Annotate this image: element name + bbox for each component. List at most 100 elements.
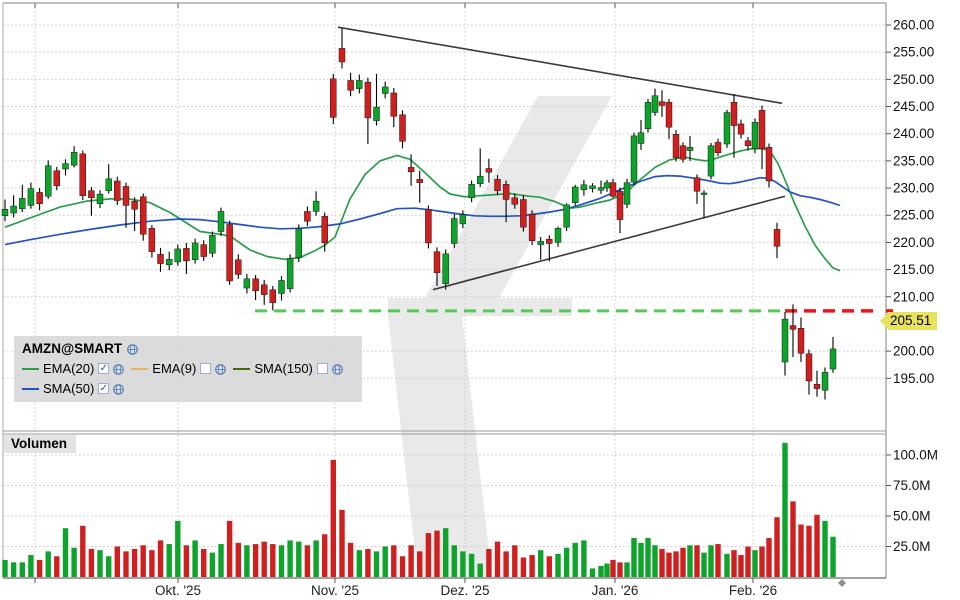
candle [425,209,432,244]
candle [758,110,766,150]
volume-bar [399,556,406,577]
volume-bar [54,556,60,577]
candle [468,184,475,199]
candle [580,184,588,190]
month-label: Nov. '25 [310,583,360,598]
volume-bar [598,566,604,577]
volume-bar [766,537,772,577]
candle [269,289,276,303]
candle [781,318,789,363]
ema20-line-swatch [22,367,39,370]
candle [286,258,294,289]
candle [304,211,311,222]
candle [433,251,441,274]
candle [714,142,722,153]
candle [105,178,112,191]
candle [10,205,17,214]
legend-item-sma150: SMA(150) [233,361,343,376]
candle [79,153,87,196]
candle [829,348,837,370]
volume-bar [443,528,449,577]
sma50-checkbox[interactable]: ✓ [98,382,110,394]
last-price-tag-arrow [880,313,888,330]
price-tick-label: 200.00 [893,344,934,359]
volume-bar [261,541,267,577]
watermark-logo [388,298,572,316]
volume-bar [270,544,276,577]
volume-bar [731,550,737,577]
globe-icon[interactable] [127,343,138,355]
volume-bar [244,545,250,577]
sma150-globe-icon[interactable] [332,363,343,375]
volume-bar [313,540,319,577]
candle [235,259,242,275]
candle [597,187,605,191]
candle [693,177,701,192]
candle [122,186,130,206]
price-tick-label: 195.00 [893,371,934,386]
candle [347,80,354,91]
candle [520,199,527,228]
candle [442,253,449,284]
candle [751,122,759,150]
candle [321,216,328,244]
sma50-globe-icon[interactable] [113,383,125,395]
price-tick-label: 210.00 [893,289,934,304]
candle [183,248,190,262]
volume-bar [666,552,672,577]
volume-tick-label: 75.0M [893,478,931,493]
volume-bar [477,563,483,577]
candle [616,191,624,220]
volume-bar [774,517,780,577]
volume-tick-label: 50.0M [893,509,931,524]
candle [644,101,652,130]
candle [737,123,745,135]
volume-bar [106,556,112,577]
price-axis-labels[interactable]: 260.00 255.00 250.00 245.00 240.00 235.00 230.… [893,18,938,554]
volume-bar [304,545,311,577]
candle [1,209,9,216]
candle [200,244,207,257]
trendline[interactable] [432,195,786,291]
ema9-checkbox[interactable] [200,363,212,374]
volume-bar [183,545,190,577]
volume-bar [468,553,475,577]
volume-bar [563,547,570,577]
volume-bar [617,562,623,577]
volume-bar [694,545,700,577]
price-tick-label: 235.00 [893,153,934,168]
legend-item-ema20: EMA(20) ✓ [22,361,125,376]
month-label: Feb. '26 [728,583,778,598]
candle [546,238,553,244]
volume-pane-label: Volumen [4,435,77,453]
volume-bar [201,548,207,577]
scroll-marker-icon[interactable] [838,579,846,587]
volume-bar [339,509,345,577]
volume-bar [322,534,328,577]
volume-bar [209,552,216,577]
volume-bar [382,546,388,577]
volume-tick-label: 25.0M [893,539,931,554]
sma150-checkbox[interactable] [316,363,328,374]
volume-bar [434,530,440,577]
candle [88,190,95,199]
candle [765,147,773,182]
volume-bar [673,551,679,577]
candle [131,200,138,210]
volume-bar [296,541,302,577]
legend-row-1: EMA(20) ✓ EMA(9) SMA(150) [22,361,354,376]
ema20-checkbox[interactable]: ✓ [98,362,110,374]
candle [451,218,458,244]
trendline[interactable] [337,26,783,105]
volume-bar [131,548,138,577]
ema20-globe-icon[interactable] [113,363,125,375]
volume-bar [356,550,362,577]
volume-bar [226,520,233,577]
ema9-globe-icon[interactable] [215,363,227,375]
candle [252,278,259,291]
sma50-line-swatch [22,387,39,390]
volume-bar [645,537,651,577]
candle [563,204,570,228]
